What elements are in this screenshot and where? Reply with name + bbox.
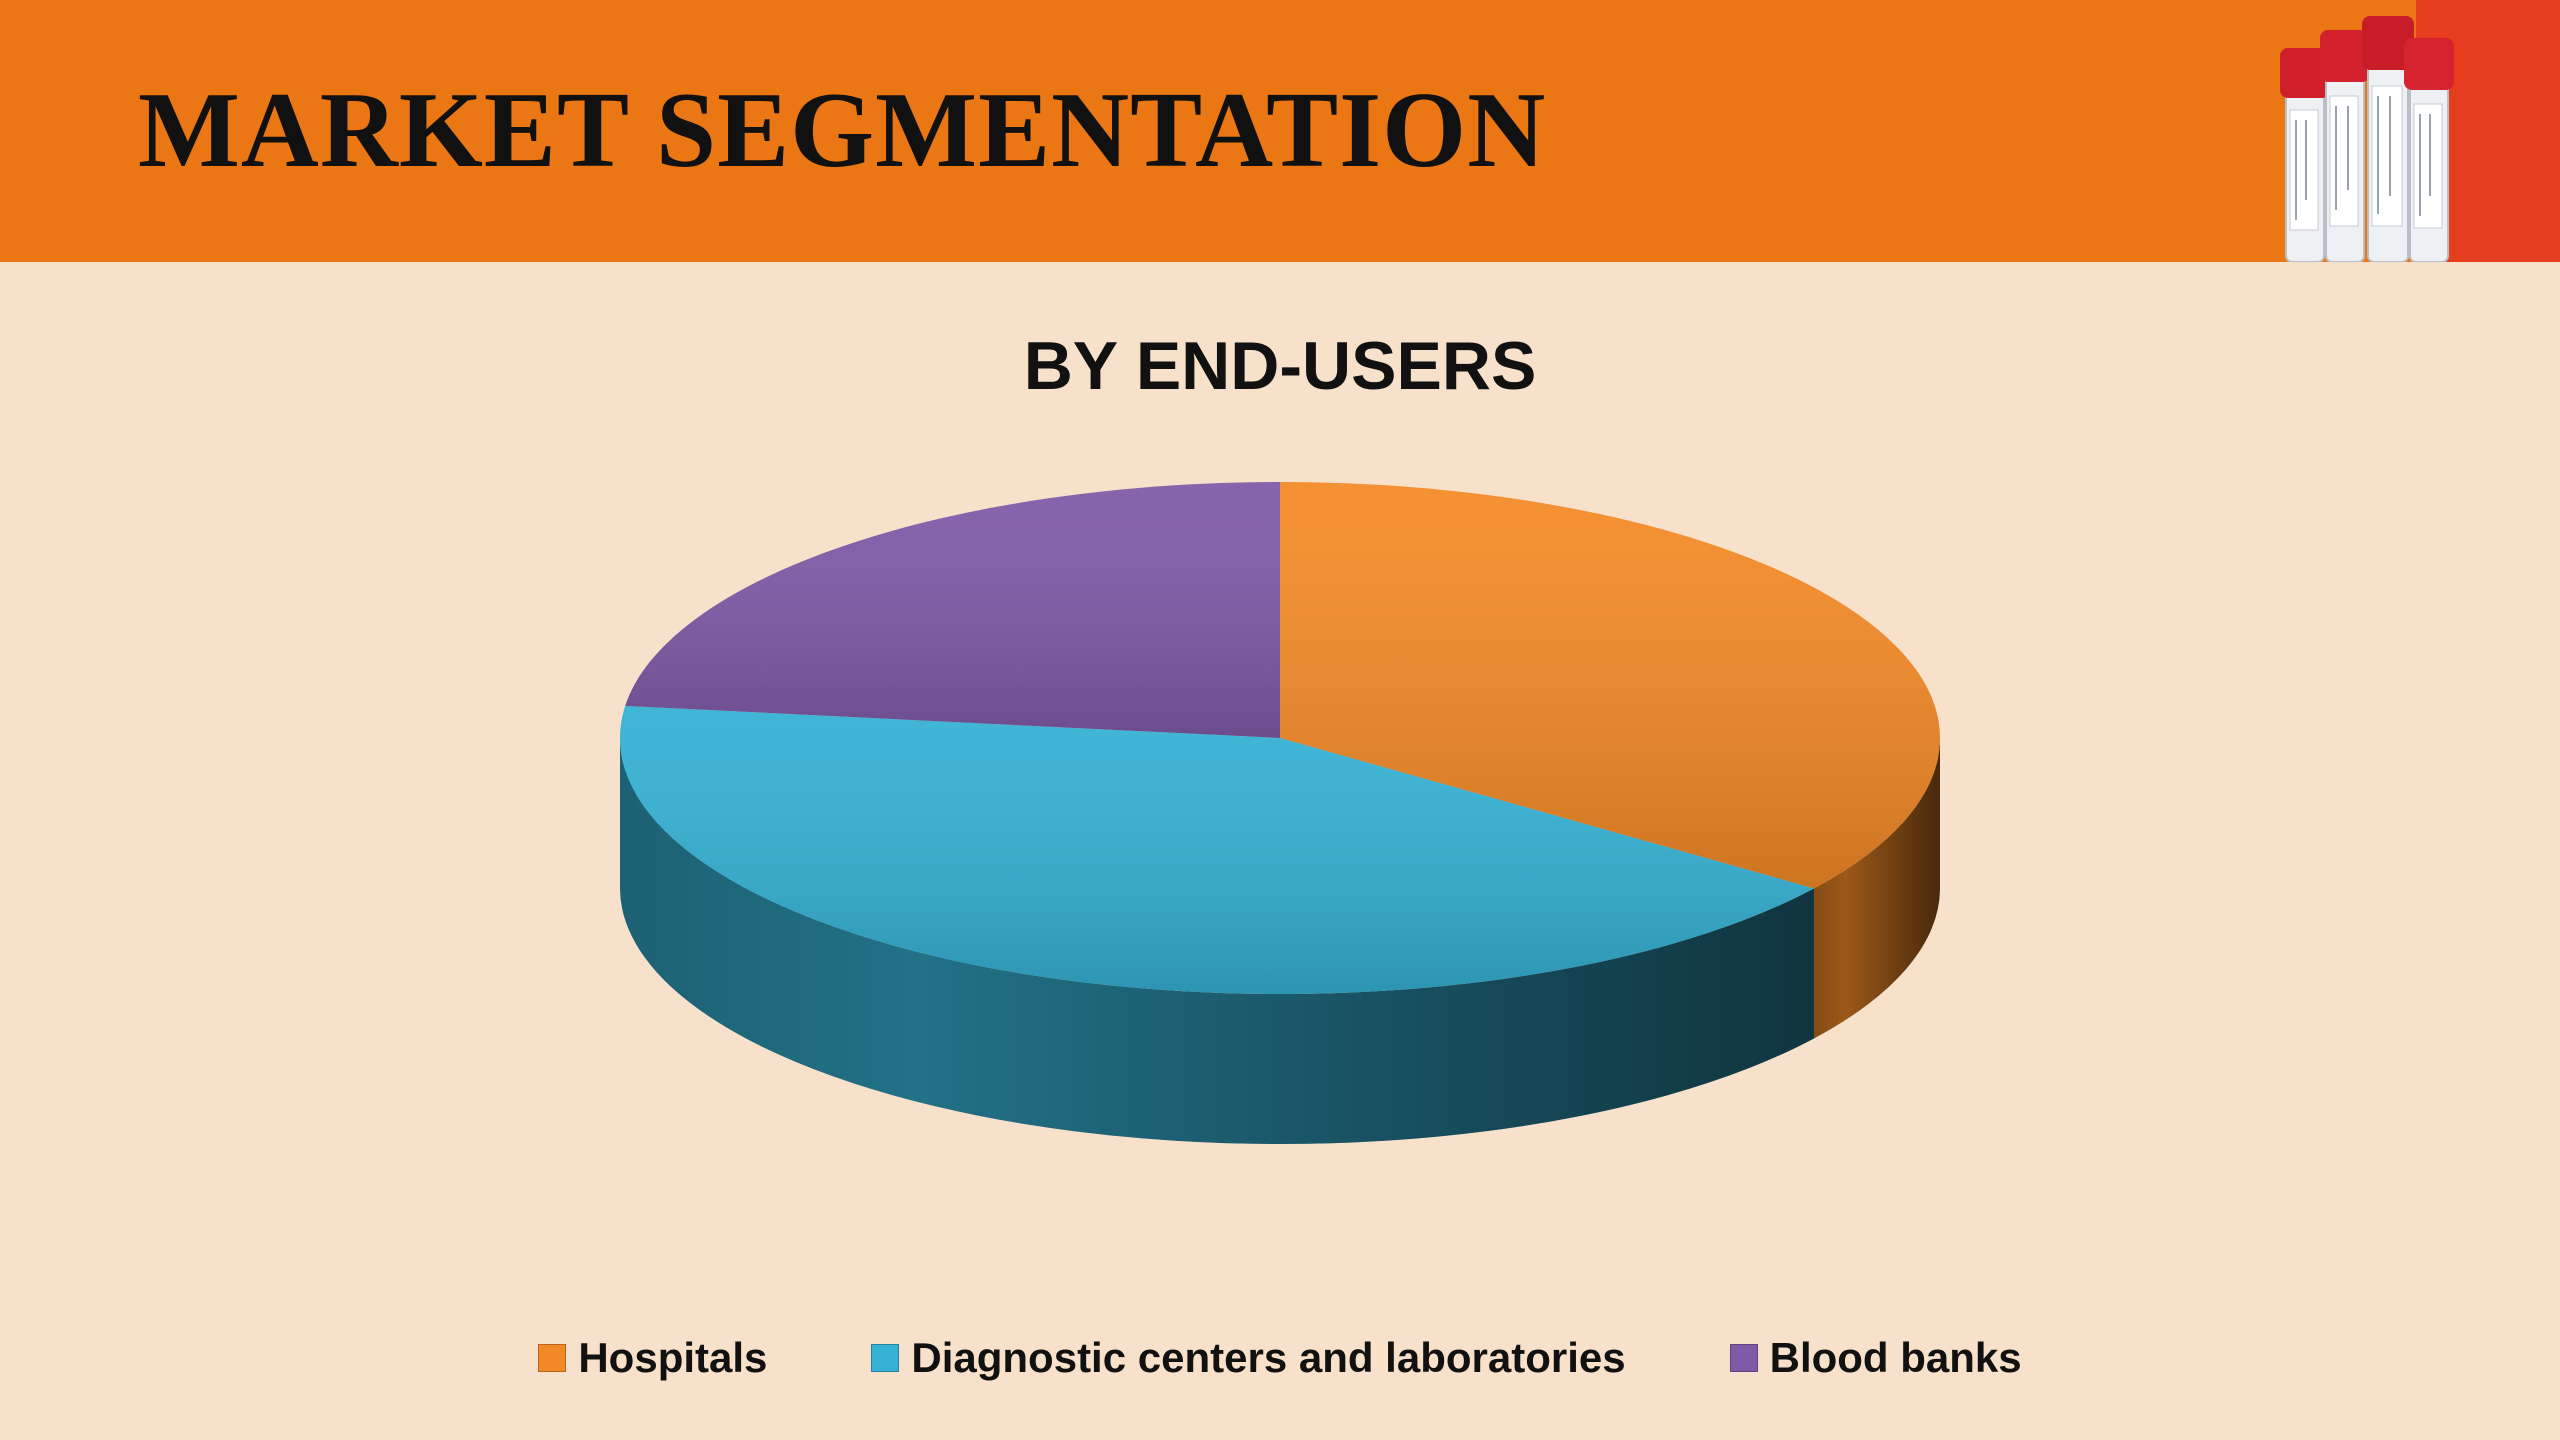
header-bar: MARKET SEGMENTATION (0, 0, 2560, 262)
pie-slice-shade-2 (625, 482, 1280, 738)
legend-swatch (538, 1344, 567, 1372)
pie-side-shade-1 (620, 738, 1814, 1144)
pie-slice-1 (620, 705, 1814, 994)
pie-side-1 (620, 738, 1814, 1144)
blood-tubes-image (2280, 0, 2560, 262)
pie-slice-shade-0 (1280, 482, 1940, 889)
legend-item: Diagnostic centers and laboratories (871, 1325, 1626, 1391)
legend-swatch (871, 1344, 900, 1372)
legend-label: Blood banks (1769, 1334, 2022, 1381)
pie-slice-2 (625, 482, 1280, 738)
legend-item: Hospitals (538, 1325, 767, 1391)
legend-label: Diagnostic centers and laboratories (911, 1334, 1626, 1381)
legend-swatch (1729, 1344, 1758, 1372)
pie-slice-shade-1 (620, 705, 1814, 994)
pie-side-0 (1813, 738, 1940, 1039)
pie-slice-0 (1280, 482, 1940, 889)
page-title: MARKET SEGMENTATION (138, 71, 1547, 190)
pie-side-shade-0 (1813, 738, 1940, 1039)
legend-item: Blood banks (1729, 1325, 2022, 1391)
chart-title: BY END-USERS (1023, 328, 1537, 404)
chart-legend: Hospitals Diagnostic centers and laborato… (0, 1325, 2560, 1391)
legend-label: Hospitals (578, 1334, 768, 1381)
